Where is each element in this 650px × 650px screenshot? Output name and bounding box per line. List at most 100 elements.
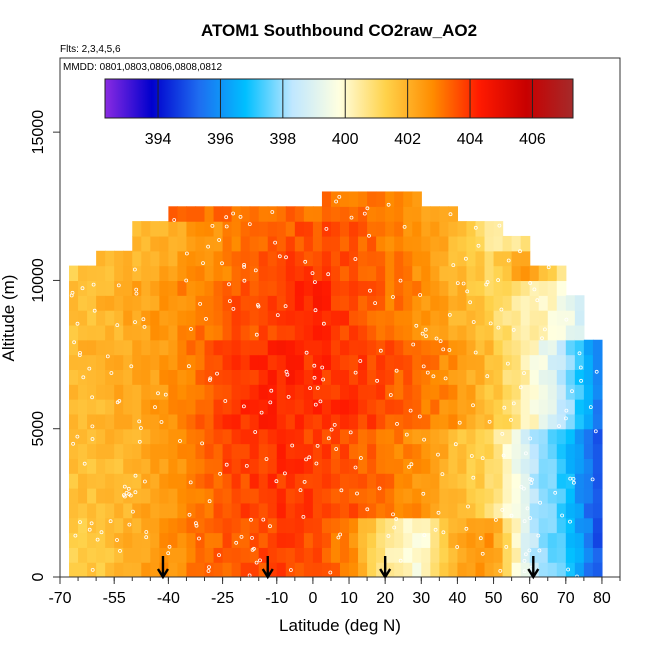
heatmap-cell <box>583 488 594 504</box>
sample-point <box>540 336 544 341</box>
heatmap-cell <box>204 206 215 222</box>
heatmap-cell <box>556 547 567 563</box>
heatmap-cell <box>69 532 79 548</box>
sample-point <box>118 549 122 553</box>
heatmap-cell <box>330 473 341 489</box>
heatmap-cell <box>312 502 323 519</box>
heatmap-cell <box>258 473 269 489</box>
heatmap-cell <box>457 354 468 370</box>
heatmap-cell <box>240 547 251 563</box>
heatmap-cell <box>267 473 278 489</box>
heatmap-cell <box>159 488 169 504</box>
heatmap-cell <box>421 354 431 370</box>
heatmap-cell <box>240 473 251 489</box>
sample-point <box>528 436 533 441</box>
heatmap-cell <box>123 310 133 326</box>
heatmap-cell <box>222 206 233 222</box>
heatmap-cell <box>330 221 341 237</box>
sample-point <box>126 486 131 491</box>
heatmap-cell <box>466 310 477 326</box>
sample-point <box>572 480 576 485</box>
heatmap-cell <box>303 547 314 563</box>
sample-point <box>288 568 293 572</box>
heatmap-cell <box>150 473 160 489</box>
sample-point <box>358 456 363 460</box>
heatmap-cell <box>475 517 486 534</box>
heatmap-cell <box>520 295 531 311</box>
heatmap-cell <box>105 443 115 459</box>
x-tick-label: 20 <box>376 590 394 607</box>
heatmap-cell <box>340 517 350 534</box>
heatmap-cell <box>457 473 468 489</box>
heatmap-cell <box>430 562 440 577</box>
sample-point <box>108 519 113 524</box>
sample-point <box>224 462 229 467</box>
heatmap-cell <box>150 458 160 474</box>
heatmap-cell <box>204 339 215 356</box>
heatmap-cell <box>240 413 251 430</box>
heatmap-cell <box>330 532 341 548</box>
heatmap-cell <box>556 517 567 534</box>
heatmap-cell <box>141 532 151 548</box>
heatmap-cell <box>321 399 332 415</box>
sample-point <box>421 491 426 496</box>
heatmap-cell <box>213 517 224 534</box>
heatmap-cell <box>285 250 296 267</box>
heatmap-cell <box>349 191 359 207</box>
heatmap-cell <box>69 443 79 459</box>
sample-point <box>500 431 505 436</box>
sample-point <box>89 521 94 526</box>
heatmap-cell <box>249 265 260 282</box>
heatmap-cell <box>276 502 287 519</box>
heatmap-cell <box>520 384 531 400</box>
heatmap-cell <box>231 265 242 282</box>
heatmap-cell <box>538 532 549 548</box>
heatmap-cell <box>547 265 558 282</box>
heatmap-cell <box>294 369 305 385</box>
heatmap-cell <box>303 517 314 534</box>
x-tick-label: 50 <box>485 590 503 607</box>
heatmap-cell <box>258 250 269 267</box>
heatmap-cell <box>285 413 296 430</box>
y-tick-label: 5000 <box>30 411 47 447</box>
sample-point <box>463 256 468 261</box>
heatmap-cell <box>430 339 440 356</box>
sample-point <box>210 223 215 228</box>
heatmap-cell <box>96 384 106 400</box>
heatmap-cell <box>168 473 179 489</box>
heatmap-cell <box>294 428 305 445</box>
heatmap-cell <box>114 250 124 267</box>
sample-point <box>543 327 547 332</box>
sample-point <box>137 439 142 444</box>
heatmap-cell <box>484 532 495 548</box>
heatmap-cell <box>141 547 151 563</box>
sample-point <box>570 389 574 394</box>
heatmap-cell <box>457 428 468 445</box>
heatmap-cell <box>520 250 531 267</box>
heatmap-cell <box>285 399 296 415</box>
heatmap-cell <box>69 488 79 504</box>
heatmap-cell <box>592 562 603 577</box>
heatmap-cell <box>231 384 242 400</box>
heatmap-cell <box>574 399 585 415</box>
heatmap-cell <box>556 428 567 445</box>
heatmap-cell <box>547 547 558 563</box>
heatmap-cell <box>367 517 377 534</box>
sample-point <box>493 518 498 522</box>
heatmap-cell <box>141 235 151 252</box>
heatmap-cell <box>556 488 567 504</box>
heatmap-cell <box>529 354 540 370</box>
heatmap-cell <box>385 369 395 385</box>
heatmap-cell <box>186 339 197 356</box>
heatmap-cell <box>204 532 215 548</box>
heatmap-cell <box>457 562 468 577</box>
heatmap-cell <box>267 428 278 445</box>
heatmap-cell <box>249 428 260 445</box>
heatmap-cell <box>349 221 359 237</box>
heatmap-cell <box>484 354 495 370</box>
heatmap-cell <box>394 399 404 415</box>
heatmap-cell <box>276 221 287 237</box>
heatmap-cell <box>502 339 513 356</box>
heatmap-cell <box>294 413 305 430</box>
